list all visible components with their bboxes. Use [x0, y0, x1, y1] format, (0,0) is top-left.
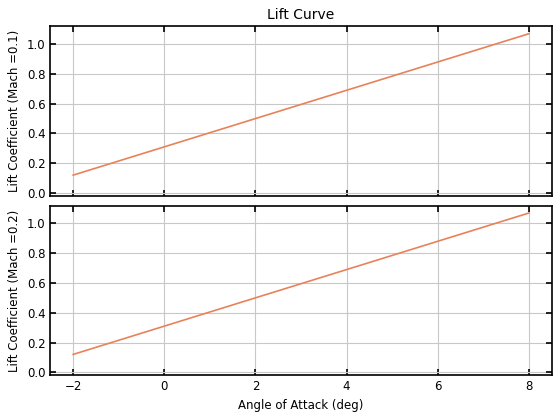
- X-axis label: Angle of Attack (deg): Angle of Attack (deg): [239, 399, 363, 412]
- Y-axis label: Lift Coefficient (Mach =0.1): Lift Coefficient (Mach =0.1): [8, 30, 21, 192]
- Title: Lift Curve: Lift Curve: [267, 8, 335, 22]
- Y-axis label: Lift Coefficient (Mach =0.2): Lift Coefficient (Mach =0.2): [8, 209, 21, 372]
